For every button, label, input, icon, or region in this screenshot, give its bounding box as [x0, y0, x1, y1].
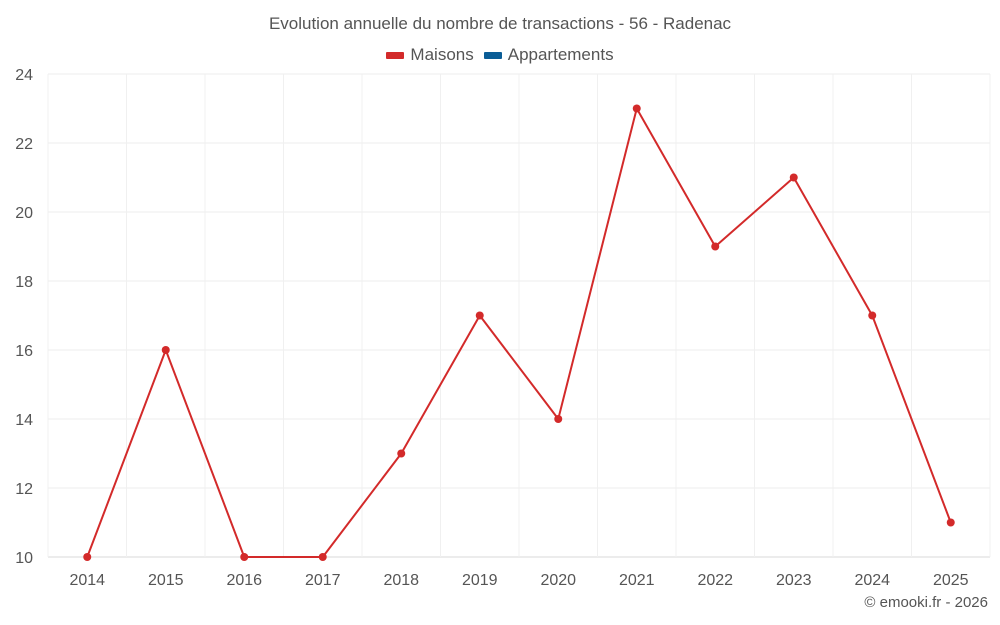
y-tick-label: 20 [15, 205, 33, 222]
legend-item-maisons[interactable]: Maisons [386, 45, 474, 65]
legend-label-maisons: Maisons [410, 45, 474, 64]
x-tick-label: 2017 [305, 572, 341, 589]
data-point-2016[interactable] [240, 553, 249, 561]
credit-text: © emooki.fr - 2026 [864, 594, 988, 611]
x-tick-label: 2014 [69, 572, 105, 589]
legend: Maisons Appartements [0, 45, 1000, 65]
x-tick-label: 2016 [226, 572, 262, 589]
data-point-2021[interactable] [632, 104, 641, 113]
data-point-2014[interactable] [83, 553, 92, 561]
data-point-2017[interactable] [318, 553, 327, 561]
x-tick-label: 2021 [619, 572, 655, 589]
y-tick-label: 10 [15, 550, 33, 567]
legend-item-appartements[interactable]: Appartements [483, 45, 614, 65]
y-tick-label: 18 [15, 274, 33, 291]
y-tick-label: 24 [15, 67, 33, 84]
legend-swatch-appartements [483, 51, 502, 59]
x-tick-label: 2022 [697, 572, 733, 589]
x-tick-label: 2020 [540, 572, 576, 589]
legend-label-appartements: Appartements [507, 45, 614, 64]
data-point-2019[interactable] [475, 311, 484, 320]
data-point-2023[interactable] [789, 173, 798, 182]
legend-swatch-maisons [386, 51, 405, 59]
data-point-2015[interactable] [161, 346, 170, 354]
series-line-maisons [86, 107, 952, 558]
x-tick-label: 2025 [933, 572, 969, 589]
data-point-2018[interactable] [397, 449, 406, 458]
y-tick-label: 12 [15, 481, 33, 498]
x-tick-label: 2019 [462, 572, 498, 589]
y-tick-label: 14 [15, 412, 33, 429]
chart-title: Evolution annuelle du nombre de transact… [268, 14, 732, 33]
x-tick-label: 2015 [148, 572, 184, 589]
data-point-2024[interactable] [868, 311, 877, 320]
y-tick-label: 16 [15, 343, 33, 360]
x-tick-label: 2023 [776, 572, 812, 589]
data-point-2022[interactable] [711, 242, 720, 251]
data-point-2025[interactable] [946, 518, 955, 527]
data-point-2020[interactable] [554, 415, 563, 423]
y-tick-label: 22 [15, 136, 33, 153]
x-tick-label: 2024 [854, 572, 890, 589]
x-tick-label: 2018 [383, 572, 419, 589]
